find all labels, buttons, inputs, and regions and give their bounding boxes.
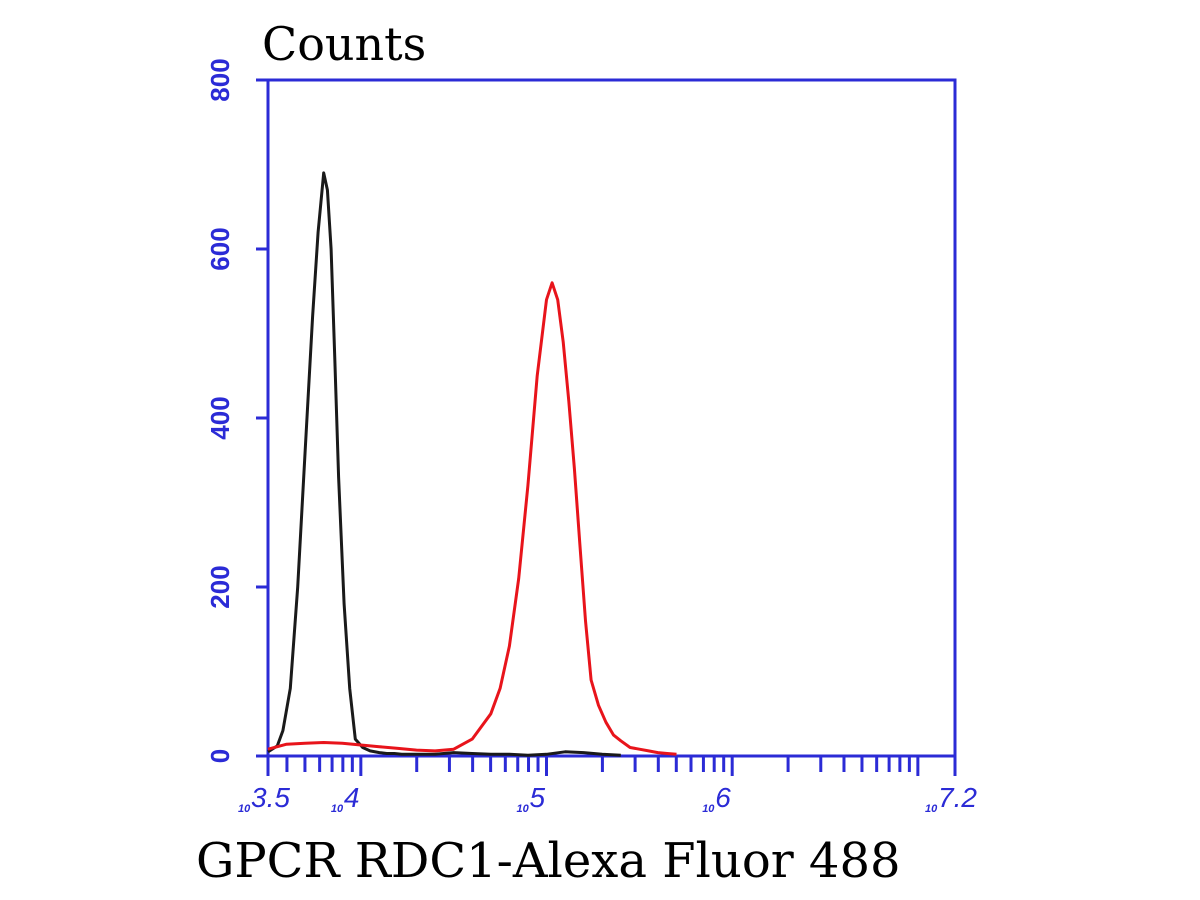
x-tick-label: 10 5	[517, 782, 546, 815]
x-tick-exponent: 4	[344, 782, 360, 813]
sample-histogram-line	[267, 281, 677, 756]
x-tick-label: 10 7.2	[925, 782, 977, 815]
x-tick-exponent: 3.5	[251, 782, 290, 813]
x-tick-label: 10 6	[702, 782, 731, 815]
control-histogram-line	[267, 171, 621, 757]
y-tick-label: 200	[205, 565, 235, 608]
y-tick-label: 0	[205, 749, 235, 763]
x-tick-base: 10	[925, 803, 938, 815]
x-tick-base: 10	[517, 803, 530, 815]
x-axis-ticks: 10 3.5 10 4 10 5 10 6 10 7.2	[238, 756, 977, 815]
y-tick-label: 400	[205, 396, 235, 439]
histogram-series	[267, 171, 677, 757]
x-axis-title: GPCR RDC1-Alexa Fluor 488	[196, 833, 901, 889]
plot-frame	[266, 78, 957, 758]
x-tick-base: 10	[238, 803, 251, 815]
x-tick-label: 10 4	[331, 782, 360, 815]
x-tick-exponent: 5	[530, 782, 546, 813]
plot-axes	[266, 78, 957, 758]
x-tick-label: 10 3.5	[238, 782, 290, 815]
x-tick-base: 10	[702, 803, 715, 815]
x-tick-exponent: 6	[715, 782, 731, 813]
y-tick-label: 600	[205, 227, 235, 270]
y-axis-ticks: 0 200 400 600 800	[205, 58, 268, 763]
x-tick-exponent: 7.2	[938, 782, 977, 813]
y-tick-label: 800	[205, 58, 235, 101]
x-tick-base: 10	[331, 803, 344, 815]
y-axis-title: Counts	[262, 17, 426, 71]
